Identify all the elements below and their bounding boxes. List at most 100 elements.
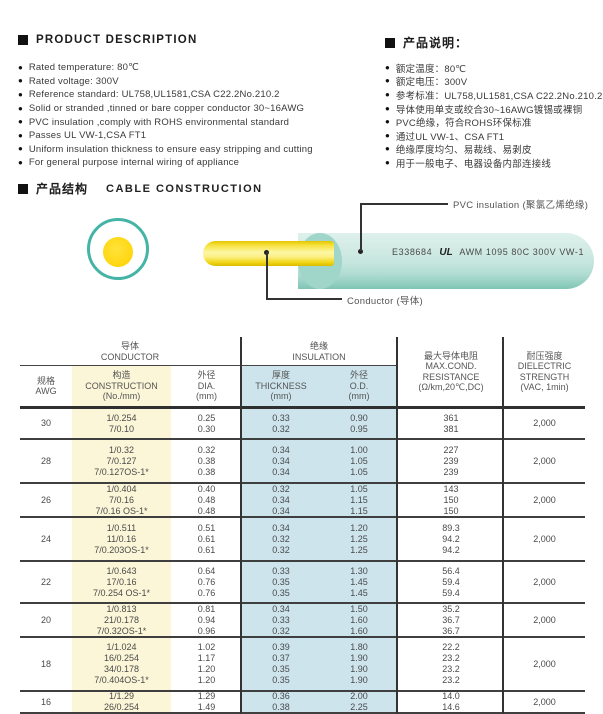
construction-column-header: 构造 CONSTRUCTION (No./mm) xyxy=(72,366,171,406)
product-description-list: ● Rated temperature: 80℃ ● Rated voltage: … xyxy=(18,61,380,170)
bullet-icon: ● xyxy=(18,103,23,113)
section-title-text: 产品说明： xyxy=(403,36,469,50)
od-cell: 1.30 1.45 1.45 xyxy=(320,562,398,602)
black-square-icon xyxy=(18,35,28,45)
list-item: ● Solid or stranded ,tinned or bare coppe… xyxy=(18,102,380,116)
thickness-cell: 0.33 0.35 0.35 xyxy=(242,562,320,602)
list-item-text: 导体使用单支或绞合30~16AWG镀锡或裸铜 xyxy=(395,104,583,116)
table-row-awg24: 24 1/0.511 11/0.16 7/0.203OS-1* 0.51 0.6… xyxy=(20,518,585,562)
construction-cell: 1/0.813 21/0.178 7/0.32OS-1* xyxy=(72,604,171,636)
table-row-awg30: 30 1/0.254 7/0.10 0.25 0.30 0.33 0.32 0.… xyxy=(20,409,585,440)
thickness-cell: 0.33 0.32 xyxy=(242,409,320,438)
list-item: ● For general purpose internal wiring of … xyxy=(18,156,380,170)
table-row-awg20: 20 1/0.813 21/0.178 7/0.32OS-1* 0.81 0.9… xyxy=(20,604,585,638)
bullet-icon: ● xyxy=(385,144,390,154)
construction-cell: 1/0.511 11/0.16 7/0.203OS-1* xyxy=(72,518,171,560)
construction-cell: 1/1.29 26/0.254 xyxy=(72,691,171,712)
bullet-icon: ● xyxy=(385,130,390,140)
resistance-cell: 227 239 239 xyxy=(443,444,459,477)
resistance-cell: 361 381 xyxy=(443,412,459,434)
list-item-text: PVC insulation ,comply with ROHS environ… xyxy=(28,116,290,128)
bullet-icon: ● xyxy=(18,117,23,127)
resistance-cell: 89.3 94.2 94.2 xyxy=(442,522,460,555)
dia-cell: 0.51 0.61 0.61 xyxy=(197,522,216,555)
dia-cell: 0.32 0.38 0.38 xyxy=(197,444,216,477)
list-item: ● 额定电压：300V xyxy=(385,75,603,89)
resistance-cell: 56.4 59.4 59.4 xyxy=(442,565,460,598)
list-item: ● Uniform insulation thickness to ensure … xyxy=(18,143,380,157)
leader-line xyxy=(266,252,268,299)
bullet-icon: ● xyxy=(385,117,390,127)
bullet-icon: ● xyxy=(385,62,390,72)
bullet-icon: ● xyxy=(385,76,390,86)
awg-cell: 26 xyxy=(40,494,51,505)
ul-logo-icon: UL xyxy=(439,247,453,258)
dielectric-column-header: 耐压强度 DIELECTRIC STRENGTH (VAC, 1min) xyxy=(517,350,572,393)
table-row-awg16: 16 1/1.29 26/0.254 1.29 1.49 0.36 0.38 2… xyxy=(20,691,585,714)
dielectric-cell: 2,000 xyxy=(533,494,556,505)
dielectric-cell: 2,000 xyxy=(533,533,556,544)
awg-cell: 16 xyxy=(40,696,51,707)
cable-print-text: E338684 UL AWM 1095 80C 300V VW-1 xyxy=(392,247,592,258)
awg-column-header: 规格 AWG xyxy=(35,375,57,397)
bullet-icon: ● xyxy=(18,157,23,167)
table-divider xyxy=(240,337,242,714)
dielectric-cell: 2,000 xyxy=(533,576,556,587)
thickness-cell: 0.34 0.34 0.34 xyxy=(242,440,320,482)
thickness-cell: 0.39 0.37 0.35 0.35 xyxy=(242,638,320,690)
list-item-text: Solid or stranded ,tinned or bare copper… xyxy=(28,103,305,115)
od-cell: 1.80 1.90 1.90 1.90 xyxy=(320,638,398,690)
list-item: ● 导体使用单支或绞合30~16AWG镀锡或裸铜 xyxy=(385,102,603,116)
table-divider xyxy=(396,337,398,714)
construction-cell: 1/0.254 7/0.10 xyxy=(72,409,171,438)
bullet-icon: ● xyxy=(18,130,23,140)
dia-cell: 1.29 1.49 xyxy=(197,691,216,712)
dia-cell: 0.64 0.76 0.76 xyxy=(197,565,216,598)
thickness-cell: 0.32 0.34 0.34 xyxy=(242,484,320,516)
list-item-text: 用于一般电子、电器设备内部连接线 xyxy=(395,158,552,170)
construction-cell: 1/1.024 16/0.254 34/0.178 7/0.404OS-1* xyxy=(72,638,171,690)
section-title-text: PRODUCT DESCRIPTION xyxy=(36,34,198,46)
dia-cell: 0.40 0.48 0.48 xyxy=(197,483,216,516)
dielectric-cell: 2,000 xyxy=(533,696,556,707)
dielectric-cell: 2,000 xyxy=(533,614,556,625)
resistance-cell: 143 150 150 xyxy=(443,483,459,516)
od-column-header: 外径 O.D. (mm) xyxy=(320,366,398,406)
od-cell: 1.00 1.05 1.05 xyxy=(320,440,398,482)
resistance-cell: 35.2 36.7 36.7 xyxy=(442,603,460,636)
dia-cell: 0.81 0.94 0.96 xyxy=(197,603,216,636)
leader-line xyxy=(266,298,342,300)
list-item-text: 通过UL VW-1、CSA FT1 xyxy=(395,131,505,143)
list-item-text: 额定电压：300V xyxy=(395,77,468,89)
table-row-awg22: 22 1/0.643 17/0.16 7/0.254 OS-1* 0.64 0.… xyxy=(20,562,585,604)
list-item: ● PVC insulation ,comply with ROHS enviro… xyxy=(18,115,380,129)
section-title-zh: 产品结构 xyxy=(36,182,89,196)
resistance-cell: 22.2 23.2 23.2 23.2 xyxy=(442,642,460,685)
od-cell: 1.50 1.60 1.60 xyxy=(320,604,398,636)
bullet-icon: ● xyxy=(18,144,23,154)
list-item-text: 额定温度：80℃ xyxy=(395,63,467,75)
awg-cell: 20 xyxy=(40,614,51,625)
table-row-awg26: 26 1/0.404 7/0.16 7/0.16 OS-1* 0.40 0.48… xyxy=(20,484,585,518)
product-notes-title: 产品说明： xyxy=(385,34,468,51)
bullet-icon: ● xyxy=(18,89,23,99)
list-item-text: Uniform insulation thickness to ensure e… xyxy=(28,143,313,155)
leader-line xyxy=(360,203,362,251)
list-item: ● Reference standard: UL758,UL1581,CSA C2… xyxy=(18,88,380,102)
awg-cell: 18 xyxy=(40,658,51,669)
insulation-label: PVC insulation (聚氯乙烯绝缘) xyxy=(453,200,589,211)
awg-cell: 28 xyxy=(40,455,51,466)
list-item: ● 额定温度：80℃ xyxy=(385,61,603,75)
thickness-cell: 0.34 0.32 0.32 xyxy=(242,518,320,560)
list-item-text: For general purpose internal wiring of a… xyxy=(28,157,240,169)
table-row-awg18: 18 1/1.024 16/0.254 34/0.178 7/0.404OS-1… xyxy=(20,638,585,692)
insulation-group-header: 绝缘 INSULATION xyxy=(242,337,396,366)
od-cell: 0.90 0.95 xyxy=(320,409,398,438)
product-notes-list: ● 额定温度：80℃ ● 额定电压：300V ● 参考标准：UL758,UL1581,… xyxy=(385,61,603,170)
list-item-text: 绝缘厚度均匀、易裁线、易剥皮 xyxy=(395,145,532,157)
black-square-icon xyxy=(385,37,395,48)
list-item-text: Rated voltage: 300V xyxy=(28,75,119,87)
cable-insulation-body xyxy=(298,233,594,289)
cross-section-conductor xyxy=(103,237,133,267)
